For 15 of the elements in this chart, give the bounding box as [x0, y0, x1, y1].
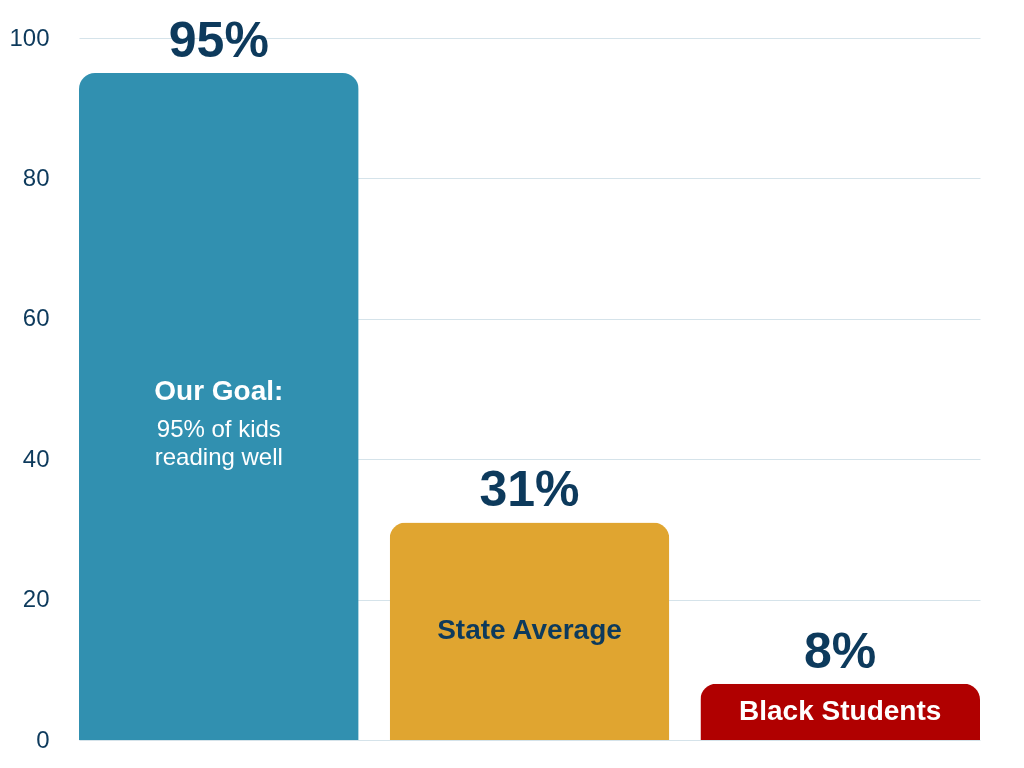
- bar: [389, 522, 670, 740]
- x-tick-label: State Average: [437, 614, 622, 646]
- y-tick-label: 0: [36, 725, 50, 753]
- data-label: 95%: [168, 12, 269, 69]
- y-tick-label: 80: [22, 163, 50, 191]
- annotation: Our Goal:: [154, 374, 284, 406]
- y-tick-label: 20: [22, 585, 50, 613]
- data-label: 8%: [804, 622, 877, 679]
- y-tick-label: 40: [22, 444, 50, 472]
- x-tick-label: Black Students: [739, 694, 942, 726]
- y-tick-label: 60: [22, 304, 50, 332]
- data-label: 31%: [479, 461, 580, 518]
- bar: [79, 73, 359, 740]
- annotation: 95% of kids reading well: [154, 414, 283, 470]
- y-tick-label: 100: [9, 23, 50, 51]
